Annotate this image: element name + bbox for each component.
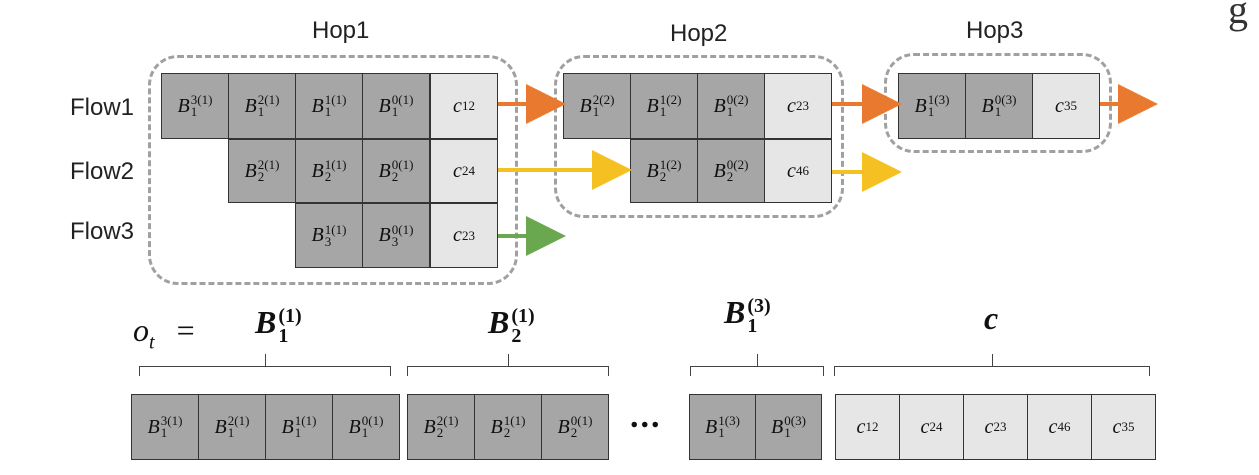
hop1-flow1-cell: B 2(1) 1 [228,73,296,139]
flow3-label: Flow3 [70,218,135,245]
hop1-flow1-cell: c 12 [430,73,498,139]
group-label-b3: B (3) 1 [724,294,771,337]
group-label-b1: B (1) 1 [255,304,302,347]
hop2-flow1-cell: B 0(2) 1 [697,73,765,139]
hop1-flow2-cell: B 0(1) 2 [362,139,430,203]
hop1-flow1-cell: B 3(1) 1 [161,73,229,139]
flow2-label: Flow2 [70,158,135,185]
hop1-flow3-cell: B 0(1) 3 [362,203,430,268]
hop3-flow1-cell: c 35 [1032,73,1100,139]
hop1-flow1-cell: B 0(1) 1 [362,73,430,139]
equals-sign: = [176,312,195,348]
obs-c-cell: c 35 [1091,394,1156,460]
group-label-b2: B (1) 2 [488,304,535,347]
observation-subscript: t [149,331,155,354]
obs-b1-cell: B 2(1) 1 [198,394,266,460]
brace-b1 [139,354,391,376]
hop3-flow1-cell: B 0(3) 1 [965,73,1033,139]
hop1-flow2-cell: B 1(1) 2 [295,139,363,203]
obs-b2-cell: B 1(1) 2 [474,394,542,460]
hop2-flow1-cell: B 2(2) 1 [563,73,631,139]
obs-b3-cell: B 0(3) 1 [755,394,822,460]
hop1-flow2-cell: B 2(1) 2 [228,139,296,203]
observation-symbol: o [133,312,149,348]
brace-c [834,354,1150,376]
obs-b2-cell: B 2(1) 2 [407,394,475,460]
obs-b3-cell: B 1(3) 1 [689,394,756,460]
obs-c-cell: c 46 [1027,394,1092,460]
obs-b1-cell: B 0(1) 1 [332,394,400,460]
hop2-box [554,55,844,218]
obs-c-cell: c 23 [963,394,1028,460]
hop1-title: Hop1 [312,17,370,44]
hop1-flow3-cell: B 1(1) 3 [295,203,363,268]
group-label-c: c [984,300,999,336]
hop1-flow2-cell: c 24 [430,139,498,203]
obs-c-cell: c 24 [899,394,964,460]
hop1-flow1-cell: B 1(1) 1 [295,73,363,139]
obs-b2-cell: B 0(1) 2 [541,394,609,460]
hop2-flow2-cell: c 46 [764,139,832,203]
hop2-flow1-cell: B 1(2) 1 [630,73,698,139]
obs-b1-cell: B 1(1) 1 [265,394,333,460]
hop1-flow3-cell: c 23 [430,203,498,268]
corner-glyph: g [1228,0,1248,32]
hop2-flow2-cell: B 0(2) 2 [697,139,765,203]
observation-lhs: ot = [133,312,195,354]
brace-b3 [690,354,824,376]
hop2-flow1-cell: c 23 [764,73,832,139]
ellipsis: ... [630,398,662,435]
flow1-label: Flow1 [70,94,135,121]
hop3-title: Hop3 [966,17,1024,44]
hop2-title: Hop2 [670,20,728,47]
brace-b2 [407,354,609,376]
obs-b1-cell: B 3(1) 1 [131,394,199,460]
